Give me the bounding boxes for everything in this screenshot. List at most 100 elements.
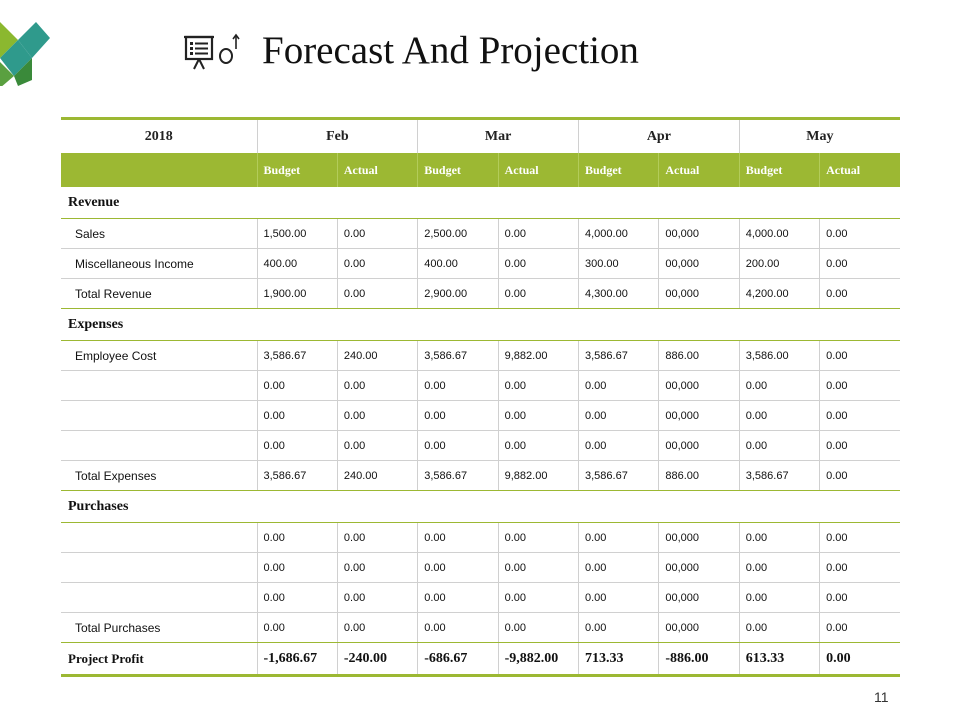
cell-value: 886.00	[658, 460, 740, 491]
cell-value: 0.00	[738, 582, 820, 613]
cell-value: 0.00	[256, 582, 338, 613]
month-header: Apr	[578, 118, 740, 153]
cell-value: 0.00	[819, 460, 900, 491]
cell-value: 300.00	[577, 248, 659, 279]
cell-value: 0.00	[738, 522, 820, 553]
cell-value: 0.00	[256, 430, 338, 461]
table-row: Total Revenue 1,900.00 0.00 2,900.00 0.00 4,3…	[61, 278, 900, 309]
cell-value: 2,500.00	[417, 218, 499, 249]
row-label	[61, 582, 257, 613]
row-label	[61, 370, 257, 401]
cell-value: 0.00	[497, 552, 579, 583]
cell-value: 00,000	[658, 400, 740, 431]
cell-value: 0.00	[336, 522, 418, 553]
cell-value: 0.00	[819, 522, 900, 553]
cell-value: 2,900.00	[417, 278, 499, 309]
cell-value: 0.00	[417, 582, 499, 613]
profit-value: 0.00	[819, 642, 900, 676]
table-row: 0.00 0.00 0.00 0.00 0.00 00,000 0.00 0.00	[61, 552, 900, 583]
row-label: Sales	[61, 218, 257, 249]
page-number: 11	[874, 689, 889, 705]
cell-value: 00,000	[658, 370, 740, 401]
table-row: Miscellaneous Income 400.00 0.00 400.00 0.00…	[61, 248, 900, 279]
profit-value: -240.00	[336, 642, 418, 676]
cell-value: 4,000.00	[577, 218, 659, 249]
cell-value: 1,900.00	[256, 278, 338, 309]
table-row: Total Expenses 3,586.67 240.00 3,586.67 9,88…	[61, 460, 900, 491]
cell-value: 0.00	[577, 612, 659, 643]
cell-value: 0.00	[577, 522, 659, 553]
cell-value: 0.00	[256, 612, 338, 643]
cell-value: 0.00	[497, 248, 579, 279]
row-label: Total Revenue	[61, 278, 257, 309]
cell-value: 0.00	[336, 582, 418, 613]
cell-value: 0.00	[577, 370, 659, 401]
sub-header-row: Budget Actual Budget Actual Budget Actual Budg…	[61, 153, 900, 187]
profit-value: -9,882.00	[497, 642, 579, 676]
cell-value: 240.00	[336, 460, 418, 491]
cell-value: 886.00	[658, 340, 740, 371]
cell-value: 00,000	[658, 430, 740, 461]
table-row: 0.00 0.00 0.00 0.00 0.00 00,000 0.00 0.00	[61, 370, 900, 401]
cell-value: 0.00	[738, 612, 820, 643]
cell-value: 0.00	[336, 370, 418, 401]
cell-value: 0.00	[577, 400, 659, 431]
cell-value: 3,586.67	[256, 460, 338, 491]
section-row: Purchases	[61, 490, 900, 523]
cell-value: 0.00	[497, 218, 579, 249]
row-label: Total Purchases	[61, 612, 257, 643]
cell-value: 4,000.00	[738, 218, 820, 249]
cell-value: 3,586.67	[577, 340, 659, 371]
table-row: 0.00 0.00 0.00 0.00 0.00 00,000 0.00 0.00	[61, 400, 900, 431]
year-header: 2018	[144, 128, 173, 144]
cell-value: 0.00	[819, 370, 900, 401]
month-header-row: 2018 Feb Mar Apr May	[61, 118, 900, 153]
cell-value: 00,000	[658, 582, 740, 613]
cell-value: 0.00	[819, 218, 900, 249]
cell-value: 0.00	[497, 370, 579, 401]
sub-header-blank	[61, 153, 257, 187]
cell-value: 0.00	[819, 612, 900, 643]
section-title: Purchases	[61, 490, 900, 523]
cell-value: 0.00	[497, 612, 579, 643]
cell-value: 0.00	[738, 430, 820, 461]
cell-value: 0.00	[256, 552, 338, 583]
cell-value: 3,586.67	[577, 460, 659, 491]
row-label	[61, 552, 257, 583]
cell-value: 4,300.00	[577, 278, 659, 309]
cell-value: 0.00	[336, 248, 418, 279]
cell-value: 1,500.00	[256, 218, 338, 249]
sub-header: Actual	[658, 153, 740, 187]
section-title: Revenue	[61, 187, 900, 219]
cell-value: 00,000	[658, 612, 740, 643]
cell-value: 0.00	[497, 430, 579, 461]
sub-header: Actual	[336, 153, 418, 187]
month-header: Feb	[256, 118, 418, 153]
cell-value: 0.00	[819, 340, 900, 371]
cell-value: 0.00	[738, 370, 820, 401]
table-row: Employee Cost 3,586.67 240.00 3,586.67 9,882…	[61, 340, 900, 371]
row-label: Total Expenses	[61, 460, 257, 491]
cell-value: 4,200.00	[738, 278, 820, 309]
diamond-logo-icon	[0, 22, 50, 86]
cell-value: 9,882.00	[497, 340, 579, 371]
cell-value: 0.00	[336, 218, 418, 249]
cell-value: 0.00	[577, 552, 659, 583]
profit-value: -886.00	[658, 642, 740, 676]
cell-value: 0.00	[497, 582, 579, 613]
cell-value: 00,000	[658, 522, 740, 553]
cell-value: 00,000	[658, 218, 740, 249]
cell-value: 0.00	[417, 430, 499, 461]
presentation-board-icon	[184, 33, 240, 70]
cell-value: 00,000	[658, 552, 740, 583]
sub-header: Actual	[497, 153, 579, 187]
row-label	[61, 430, 257, 461]
profit-row: Project Profit -1,686.67 -240.00 -686.67 -9,…	[61, 642, 900, 676]
row-label: Employee Cost	[61, 340, 257, 371]
section-title: Expenses	[61, 308, 900, 341]
cell-value: 0.00	[819, 248, 900, 279]
table-row: 0.00 0.00 0.00 0.00 0.00 00,000 0.00 0.00	[61, 522, 900, 553]
table-row: 0.00 0.00 0.00 0.00 0.00 00,000 0.00 0.00	[61, 582, 900, 613]
cell-value: 0.00	[256, 400, 338, 431]
table-row: Total Purchases 0.00 0.00 0.00 0.00 0.00 00,00…	[61, 612, 900, 643]
